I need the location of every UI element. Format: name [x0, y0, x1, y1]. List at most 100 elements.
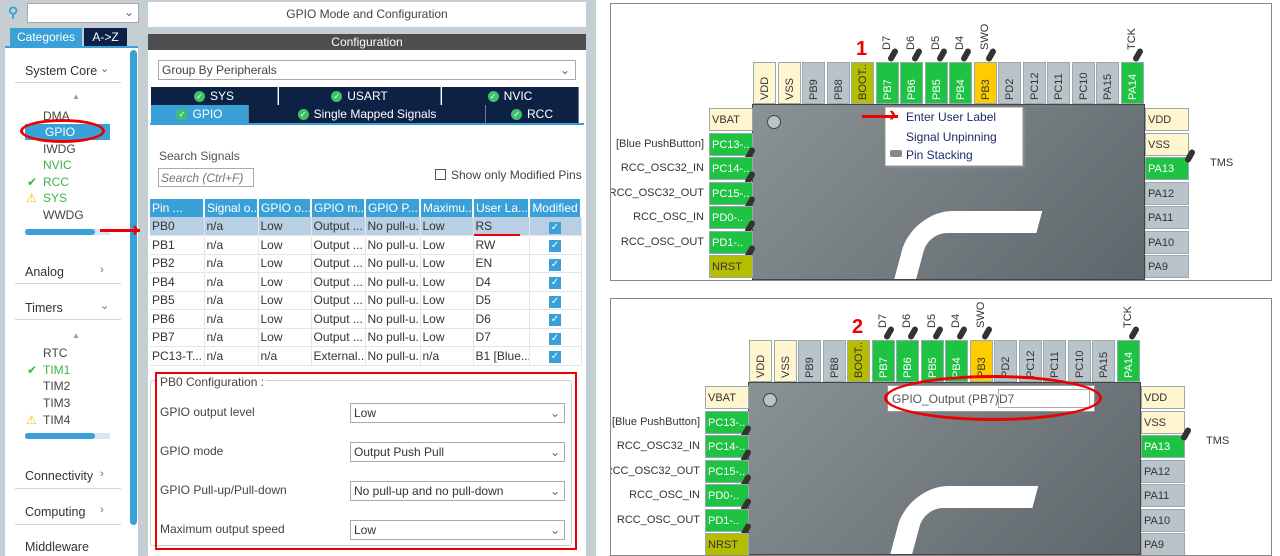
- sidebar-item-tim4[interactable]: TIM4: [43, 413, 71, 427]
- category-analog[interactable]: Analog: [25, 265, 64, 279]
- chip-pin[interactable]: BOOT..: [847, 340, 870, 382]
- checkbox-checked-icon[interactable]: ✓: [549, 351, 561, 364]
- tab-nvic[interactable]: ✓ NVIC: [442, 87, 579, 105]
- menu-item-pin-stacking[interactable]: Pin Stacking: [906, 148, 973, 162]
- chip-pin[interactable]: PC12: [1022, 62, 1046, 104]
- chip-pin[interactable]: NRST: [709, 255, 753, 278]
- chip-pin[interactable]: VDD: [753, 62, 776, 104]
- modified-checkbox[interactable]: ✓: [529, 235, 582, 255]
- chip-pin[interactable]: PB5: [924, 62, 948, 104]
- chip-pin[interactable]: VBAT: [705, 386, 749, 409]
- tab-a-to-z[interactable]: A->Z: [84, 28, 127, 46]
- chip-pin[interactable]: PC14-..: [709, 157, 753, 180]
- menu-item-signal-unpinning[interactable]: Signal Unpinning: [906, 130, 997, 144]
- column-header[interactable]: Signal o...: [204, 199, 259, 217]
- chip-pin[interactable]: PA14: [1116, 340, 1140, 382]
- column-header[interactable]: Pin ...: [150, 199, 205, 217]
- chip-pin[interactable]: VSS: [1145, 132, 1189, 156]
- sidebar-item-tim3[interactable]: TIM3: [43, 396, 71, 410]
- chevron-right-icon[interactable]: ›: [100, 264, 104, 276]
- table-row[interactable]: PB4 n/a Low Output ... No pull-u... Low D4 ✓: [150, 272, 582, 292]
- chip-pin[interactable]: PC13-..: [709, 132, 753, 156]
- menu-item-enter-user-label[interactable]: Enter User Label: [906, 110, 997, 124]
- checkbox-checked-icon[interactable]: ✓: [549, 258, 561, 271]
- search-signals-input[interactable]: [158, 168, 254, 187]
- table-row[interactable]: PC13-T... n/a n/a External... No pull-u... n/…: [150, 346, 582, 366]
- column-header[interactable]: Modified: [529, 199, 582, 217]
- config-field-select[interactable]: Output Push Pull ⌄: [350, 442, 565, 462]
- chip-pin[interactable]: PC15-..: [709, 181, 753, 205]
- horizontal-scrollbar[interactable]: [25, 229, 110, 235]
- chip-pin[interactable]: PB6: [896, 340, 919, 382]
- modified-checkbox[interactable]: ✓: [529, 217, 582, 236]
- chip-pin[interactable]: PB5: [920, 340, 944, 382]
- chip-pin[interactable]: PA10: [1141, 508, 1185, 532]
- chip-pin[interactable]: PA11: [1145, 206, 1189, 229]
- category-timers[interactable]: Timers: [25, 301, 63, 315]
- chip-pin[interactable]: PB6: [900, 62, 923, 104]
- table-row[interactable]: PB7 n/a Low Output ... No pull-u... Low D7 ✓: [150, 328, 582, 347]
- table-row[interactable]: PB2 n/a Low Output ... No pull-u... Low EN ✓: [150, 254, 582, 273]
- chevron-right-icon[interactable]: ›: [100, 468, 104, 480]
- chip-pin[interactable]: PD1-..: [709, 230, 753, 254]
- config-field-select[interactable]: Low ⌄: [350, 520, 565, 540]
- chip-pin[interactable]: PB7: [875, 62, 899, 104]
- chip-pin[interactable]: PB4: [949, 62, 972, 104]
- modified-checkbox[interactable]: ✓: [529, 272, 582, 292]
- modified-checkbox[interactable]: ✓: [529, 291, 582, 310]
- category-middleware[interactable]: Middleware: [25, 540, 89, 554]
- column-header[interactable]: GPIO P...: [365, 199, 421, 217]
- chip-pin[interactable]: PA12: [1141, 459, 1185, 483]
- chevron-right-icon[interactable]: ›: [100, 504, 104, 516]
- chip-pin[interactable]: PB7: [871, 340, 895, 382]
- sidebar-item-wwdg[interactable]: WWDG: [43, 208, 84, 222]
- show-modified-checkbox[interactable]: [435, 169, 446, 180]
- sidebar-item-tim1[interactable]: TIM1: [43, 363, 71, 377]
- chip-pin[interactable]: PB8: [822, 340, 846, 382]
- checkbox-checked-icon[interactable]: ✓: [549, 332, 561, 345]
- sidebar-item-rcc[interactable]: RCC: [43, 175, 69, 189]
- tab-gpio[interactable]: ✓ GPIO: [151, 105, 249, 123]
- chip-pin[interactable]: PD2: [998, 62, 1021, 104]
- tab-usart[interactable]: ✓ USART: [279, 87, 441, 105]
- sidebar-item-nvic[interactable]: NVIC: [43, 158, 72, 172]
- peripheral-search-combo[interactable]: ⌄: [27, 3, 139, 23]
- checkbox-checked-icon[interactable]: ✓: [549, 277, 561, 290]
- modified-checkbox[interactable]: ✓: [529, 346, 582, 366]
- chip-pin[interactable]: PD0-..: [709, 206, 753, 229]
- config-field-select[interactable]: Low ⌄: [350, 403, 565, 423]
- chip-pin[interactable]: PC10: [1071, 62, 1095, 104]
- checkbox-checked-icon[interactable]: ✓: [549, 295, 561, 308]
- sidebar-item-rtc[interactable]: RTC: [43, 346, 68, 360]
- chip-pin[interactable]: PD1-..: [705, 508, 749, 532]
- chip-pin[interactable]: PA15: [1092, 340, 1115, 382]
- sidebar-item-tim2[interactable]: TIM2: [43, 379, 71, 393]
- modified-checkbox[interactable]: ✓: [529, 328, 582, 347]
- chip-pin[interactable]: PC10: [1067, 340, 1091, 382]
- tab-single-mapped-signals[interactable]: ✓ Single Mapped Signals: [249, 105, 486, 123]
- chip-pin[interactable]: PA9: [1141, 533, 1185, 555]
- chip-pin[interactable]: PC13-..: [705, 410, 749, 434]
- chip-pin[interactable]: PA13: [1145, 157, 1189, 180]
- chip-pin[interactable]: VSS: [1141, 410, 1185, 434]
- vertical-scrollbar[interactable]: [130, 50, 137, 525]
- chip-pin[interactable]: PB8: [826, 62, 850, 104]
- sort-icon[interactable]: ▲: [72, 92, 80, 101]
- sort-icon[interactable]: ▲: [72, 331, 80, 340]
- sidebar-item-iwdg[interactable]: IWDG: [43, 142, 76, 156]
- category-system-core[interactable]: System Core: [25, 64, 98, 78]
- group-by-dropdown[interactable]: Group By Peripherals ⌄: [158, 60, 576, 80]
- chip-pin[interactable]: PA15: [1096, 62, 1119, 104]
- category-connectivity[interactable]: Connectivity: [25, 469, 94, 483]
- chip-pin[interactable]: PC11: [1047, 62, 1070, 104]
- tab-sys[interactable]: ✓ SYS: [151, 87, 278, 105]
- tab-categories[interactable]: Categories: [10, 28, 82, 46]
- chip-pin[interactable]: PA11: [1141, 484, 1185, 507]
- category-computing[interactable]: Computing: [25, 505, 86, 519]
- column-header[interactable]: GPIO m...: [311, 199, 366, 217]
- splitter[interactable]: [588, 0, 596, 556]
- chip-pin[interactable]: VSS: [773, 340, 797, 382]
- modified-checkbox[interactable]: ✓: [529, 254, 582, 273]
- chip-pin[interactable]: VDD: [1145, 108, 1189, 131]
- chip-pin[interactable]: VDD: [749, 340, 772, 382]
